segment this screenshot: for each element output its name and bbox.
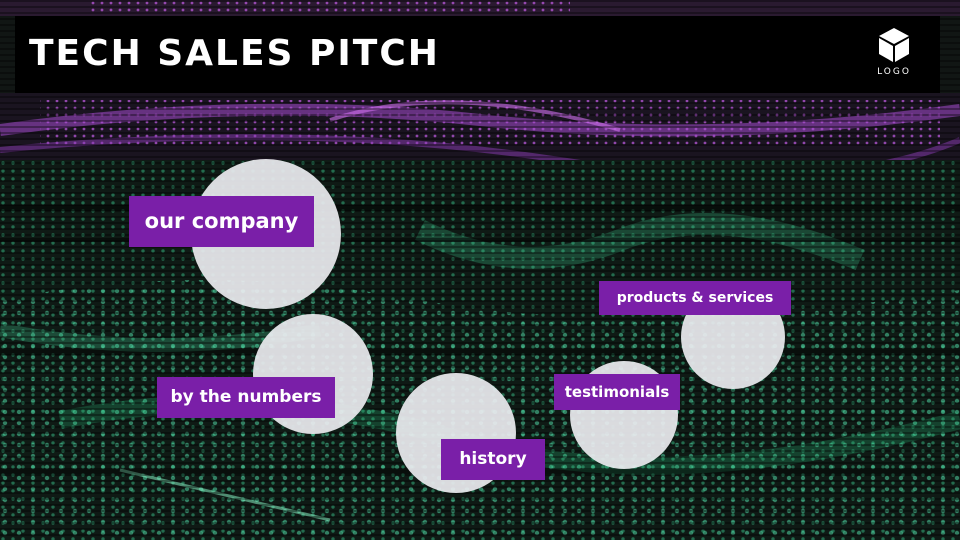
logo-text: LOGO: [877, 67, 911, 77]
nav-by-the-numbers[interactable]: by the numbers: [157, 377, 335, 418]
slide-title: TECH SALES PITCH: [29, 33, 440, 74]
cube-icon: [879, 28, 909, 62]
nav-products-services[interactable]: products & services: [599, 281, 791, 315]
logo: LOGO: [869, 26, 919, 86]
nav-testimonials[interactable]: testimonials: [554, 374, 680, 410]
nav-history[interactable]: history: [441, 439, 545, 480]
nav-our-company[interactable]: our company: [129, 196, 314, 247]
title-bar: TECH SALES PITCH LOGO: [15, 16, 940, 93]
